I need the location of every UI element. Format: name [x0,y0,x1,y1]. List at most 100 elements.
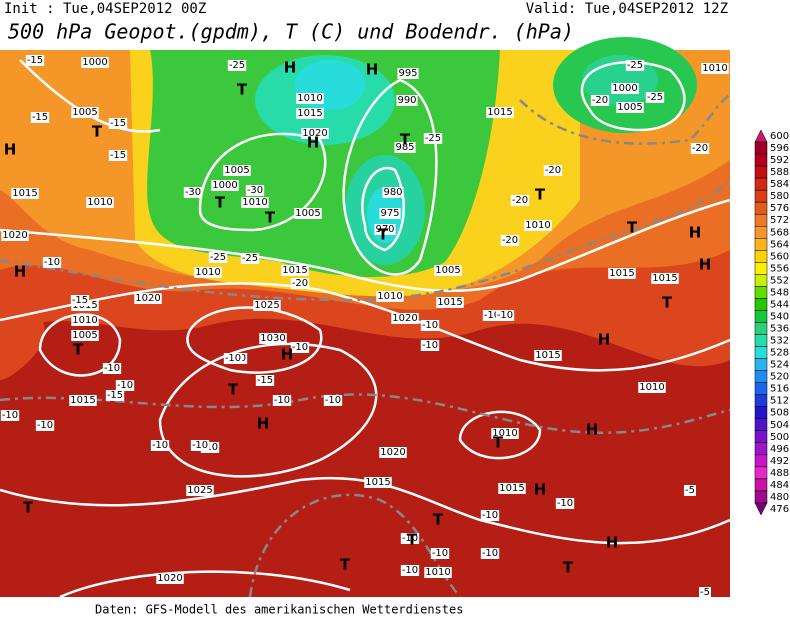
colorbar-swatch [754,201,768,215]
isobar-label-box [69,395,97,406]
pressure-center: H [257,415,270,433]
temperature-label-box [684,485,696,496]
temperature-label-box [323,395,343,406]
isobar-label: 1010 [702,63,727,74]
temperature-label-box [108,118,128,129]
colorbar-label: 476 [770,504,789,515]
isobar-label-box [611,83,639,94]
colorbar-swatch [754,466,768,480]
isobar-label: 1015 [499,483,524,494]
temperature-label-box [423,133,443,144]
temperature-label-box [35,420,55,431]
isobar-label-box [534,350,562,361]
temperature-label-box [190,440,210,451]
isobar-label: 1015 [365,477,390,488]
temperature-label: -10 [422,340,438,351]
isobar-label: 1020 [380,447,405,458]
temperature-label: -25 [425,133,441,144]
isobar-label: 1010 [72,315,97,326]
isobar-label: 1015 [297,108,322,119]
isobar-label: 1020 [2,230,27,241]
colorbar-swatch [754,262,768,275]
colorbar-label: 508 [770,408,789,419]
colorbar-swatch [754,322,768,335]
isobar-label-box [211,180,239,191]
pressure-center: H [598,331,611,349]
temperature-label: -15 [257,375,273,386]
colorbar-swatch [754,274,768,287]
colorbar-label: 568 [770,227,789,238]
temperature-label-box [510,195,530,206]
isobar-label-box [1,230,29,241]
isobar-label-box [134,293,162,304]
init-time: Init : Tue,04SEP2012 00Z [4,1,206,17]
pressure-center: H [699,256,712,274]
isobar-label-box [701,63,729,74]
colorbar-label: 492 [770,456,789,467]
isobar-label: 1030 [260,333,285,344]
colorbar-swatch [754,490,768,504]
colorbar-label: 588 [770,167,789,178]
colorbar-swatch [754,226,768,239]
temperature-label: -10 [482,510,498,521]
isobar-label: 995 [398,68,417,79]
map-title: 500 hPa Geopot.(gpdm), T (C) und Bodendr… [8,20,574,44]
isobar-label: 1010 [297,93,322,104]
isobar-label-box [296,108,324,119]
isobar-label: 1025 [187,485,212,496]
temperature-label-box [25,55,45,66]
isobar-label: 985 [395,142,414,153]
temperature-label-box [543,165,563,176]
temperature-label: -15 [110,118,126,129]
temperature-label-box [645,92,665,103]
temperature-label-box [290,278,310,289]
colorbar-swatch [754,346,768,359]
pressure-center: H [366,61,379,79]
map: 1000 1005 1010 1015 1020 1010 1015 1020 1025 1015… [0,37,731,599]
pressure-center: H [534,481,547,499]
isobar-label: 1015 [609,268,634,279]
colorbar-label: 532 [770,336,789,347]
colorbar-label: 564 [770,239,789,250]
isobar-label: 1020 [157,573,182,584]
pressure-center: H [586,421,599,439]
temperature-label-box [0,410,20,421]
temperature-label: -10 [292,342,308,353]
temperature-label: -30 [185,187,201,198]
temperature-label: -20 [592,95,608,106]
isobar-label: 1015 [12,188,37,199]
temperature-label: -15 [110,150,126,161]
pressure-center: H [307,134,320,152]
pressure-center: H [284,59,297,77]
colorbar-label: 488 [770,468,789,479]
temperature-label-box [208,252,228,263]
isobar-label-box [434,265,462,276]
isobars [0,59,731,599]
colorbar-swatch [754,478,768,492]
colorbar: 6005965925885845805765725685645605565525… [754,129,789,516]
temperature-label-box [500,235,520,246]
temperature-label: -20 [545,165,561,176]
temperature-label-box [590,95,610,106]
isobar-label-box [379,447,407,458]
isobar-label-box [424,567,452,578]
isobar-label: 1010 [425,567,450,578]
temperature-label-box [480,510,500,521]
isobar-label: 1005 [435,265,460,276]
isobar-label-box [524,220,552,231]
temperature-label: -10 [274,395,290,406]
colorbar-swatch [754,165,768,179]
isobar-label: 975 [380,208,399,219]
isobar-label-box [71,107,99,118]
colorbar-swatch [754,177,768,191]
temperature-label: -10 [482,548,498,559]
temperature-label-box [30,112,50,123]
isobar-label-box [391,313,419,324]
temperature-label-box [240,253,260,264]
colorbar-label: 560 [770,251,789,262]
isobar-label-box [382,187,404,198]
temperature-label-box [70,295,90,306]
pressure-center: T [92,123,103,141]
isobar-label-box [376,291,404,302]
colorbar-label: 548 [770,287,789,298]
